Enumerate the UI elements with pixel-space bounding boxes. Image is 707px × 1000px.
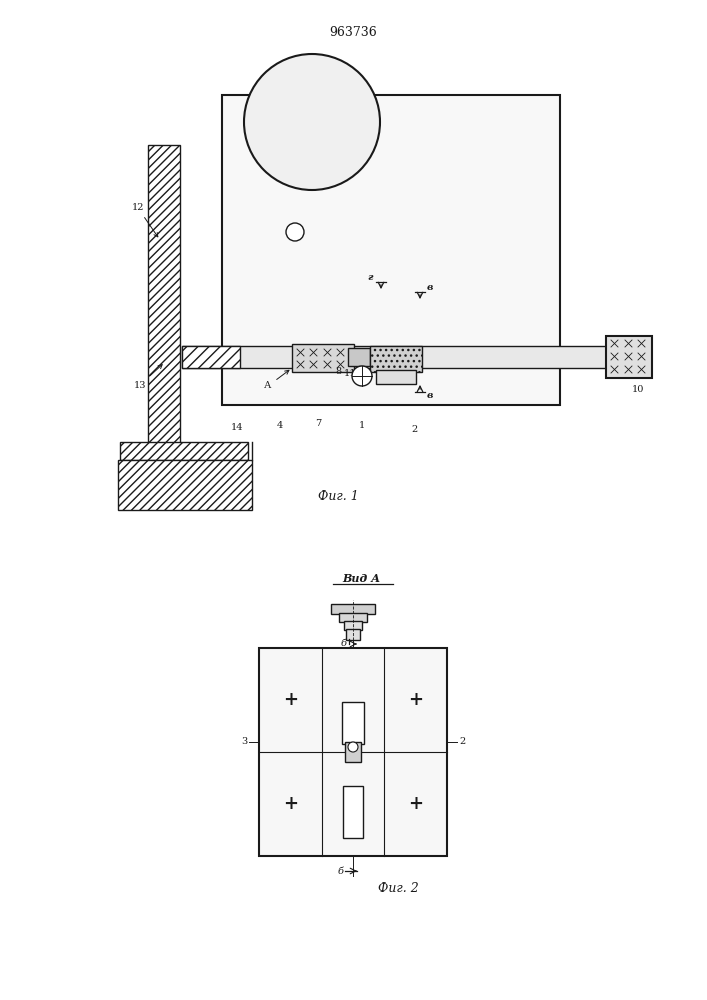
Text: 4: 4	[277, 420, 283, 430]
Text: 13: 13	[134, 365, 162, 389]
Text: Вид А: Вид А	[342, 572, 380, 584]
Bar	[259, 648, 447, 856]
Text: в: в	[427, 391, 433, 400]
Text: 8: 8	[335, 367, 341, 376]
Polygon shape	[120, 442, 248, 460]
Text: 14: 14	[230, 422, 243, 432]
Circle shape	[348, 742, 358, 752]
Text: г: г	[367, 273, 373, 282]
Text: +: +	[408, 795, 423, 813]
Text: 3: 3	[241, 738, 247, 746]
Bar	[342, 702, 364, 744]
Bar	[339, 613, 367, 622]
Text: +: +	[408, 691, 423, 709]
Polygon shape	[148, 145, 180, 480]
Text: 11: 11	[344, 368, 356, 377]
Circle shape	[352, 366, 372, 386]
Text: 963736: 963736	[329, 25, 377, 38]
Bar	[370, 346, 422, 372]
Text: в: в	[427, 284, 433, 292]
Text: 12: 12	[132, 204, 158, 237]
Text: Фиг. 2: Фиг. 2	[378, 882, 419, 894]
Polygon shape	[118, 460, 252, 510]
Text: 2: 2	[412, 426, 418, 434]
Bar	[343, 786, 363, 838]
Text: б: б	[341, 640, 347, 648]
Bar	[344, 621, 362, 630]
Bar	[376, 370, 416, 384]
Text: 1: 1	[359, 420, 365, 430]
Bar	[331, 604, 375, 614]
Text: Фиг. 1: Фиг. 1	[317, 490, 358, 504]
Circle shape	[286, 223, 304, 241]
Text: б: б	[338, 866, 344, 876]
Circle shape	[244, 54, 380, 190]
Bar	[345, 742, 361, 762]
Text: 10: 10	[632, 385, 644, 394]
Text: +: +	[283, 691, 298, 709]
Bar	[346, 629, 360, 640]
Text: +: +	[283, 795, 298, 813]
Text: 7: 7	[315, 418, 321, 428]
Bar	[348, 348, 370, 366]
Bar	[606, 336, 652, 378]
Bar	[182, 346, 620, 368]
Text: 2: 2	[459, 738, 465, 746]
Bar	[292, 344, 354, 372]
Bar	[222, 95, 560, 405]
Text: 9: 9	[359, 368, 365, 377]
Bar	[182, 346, 240, 368]
Text: А: А	[264, 370, 289, 390]
Bar	[370, 346, 422, 372]
